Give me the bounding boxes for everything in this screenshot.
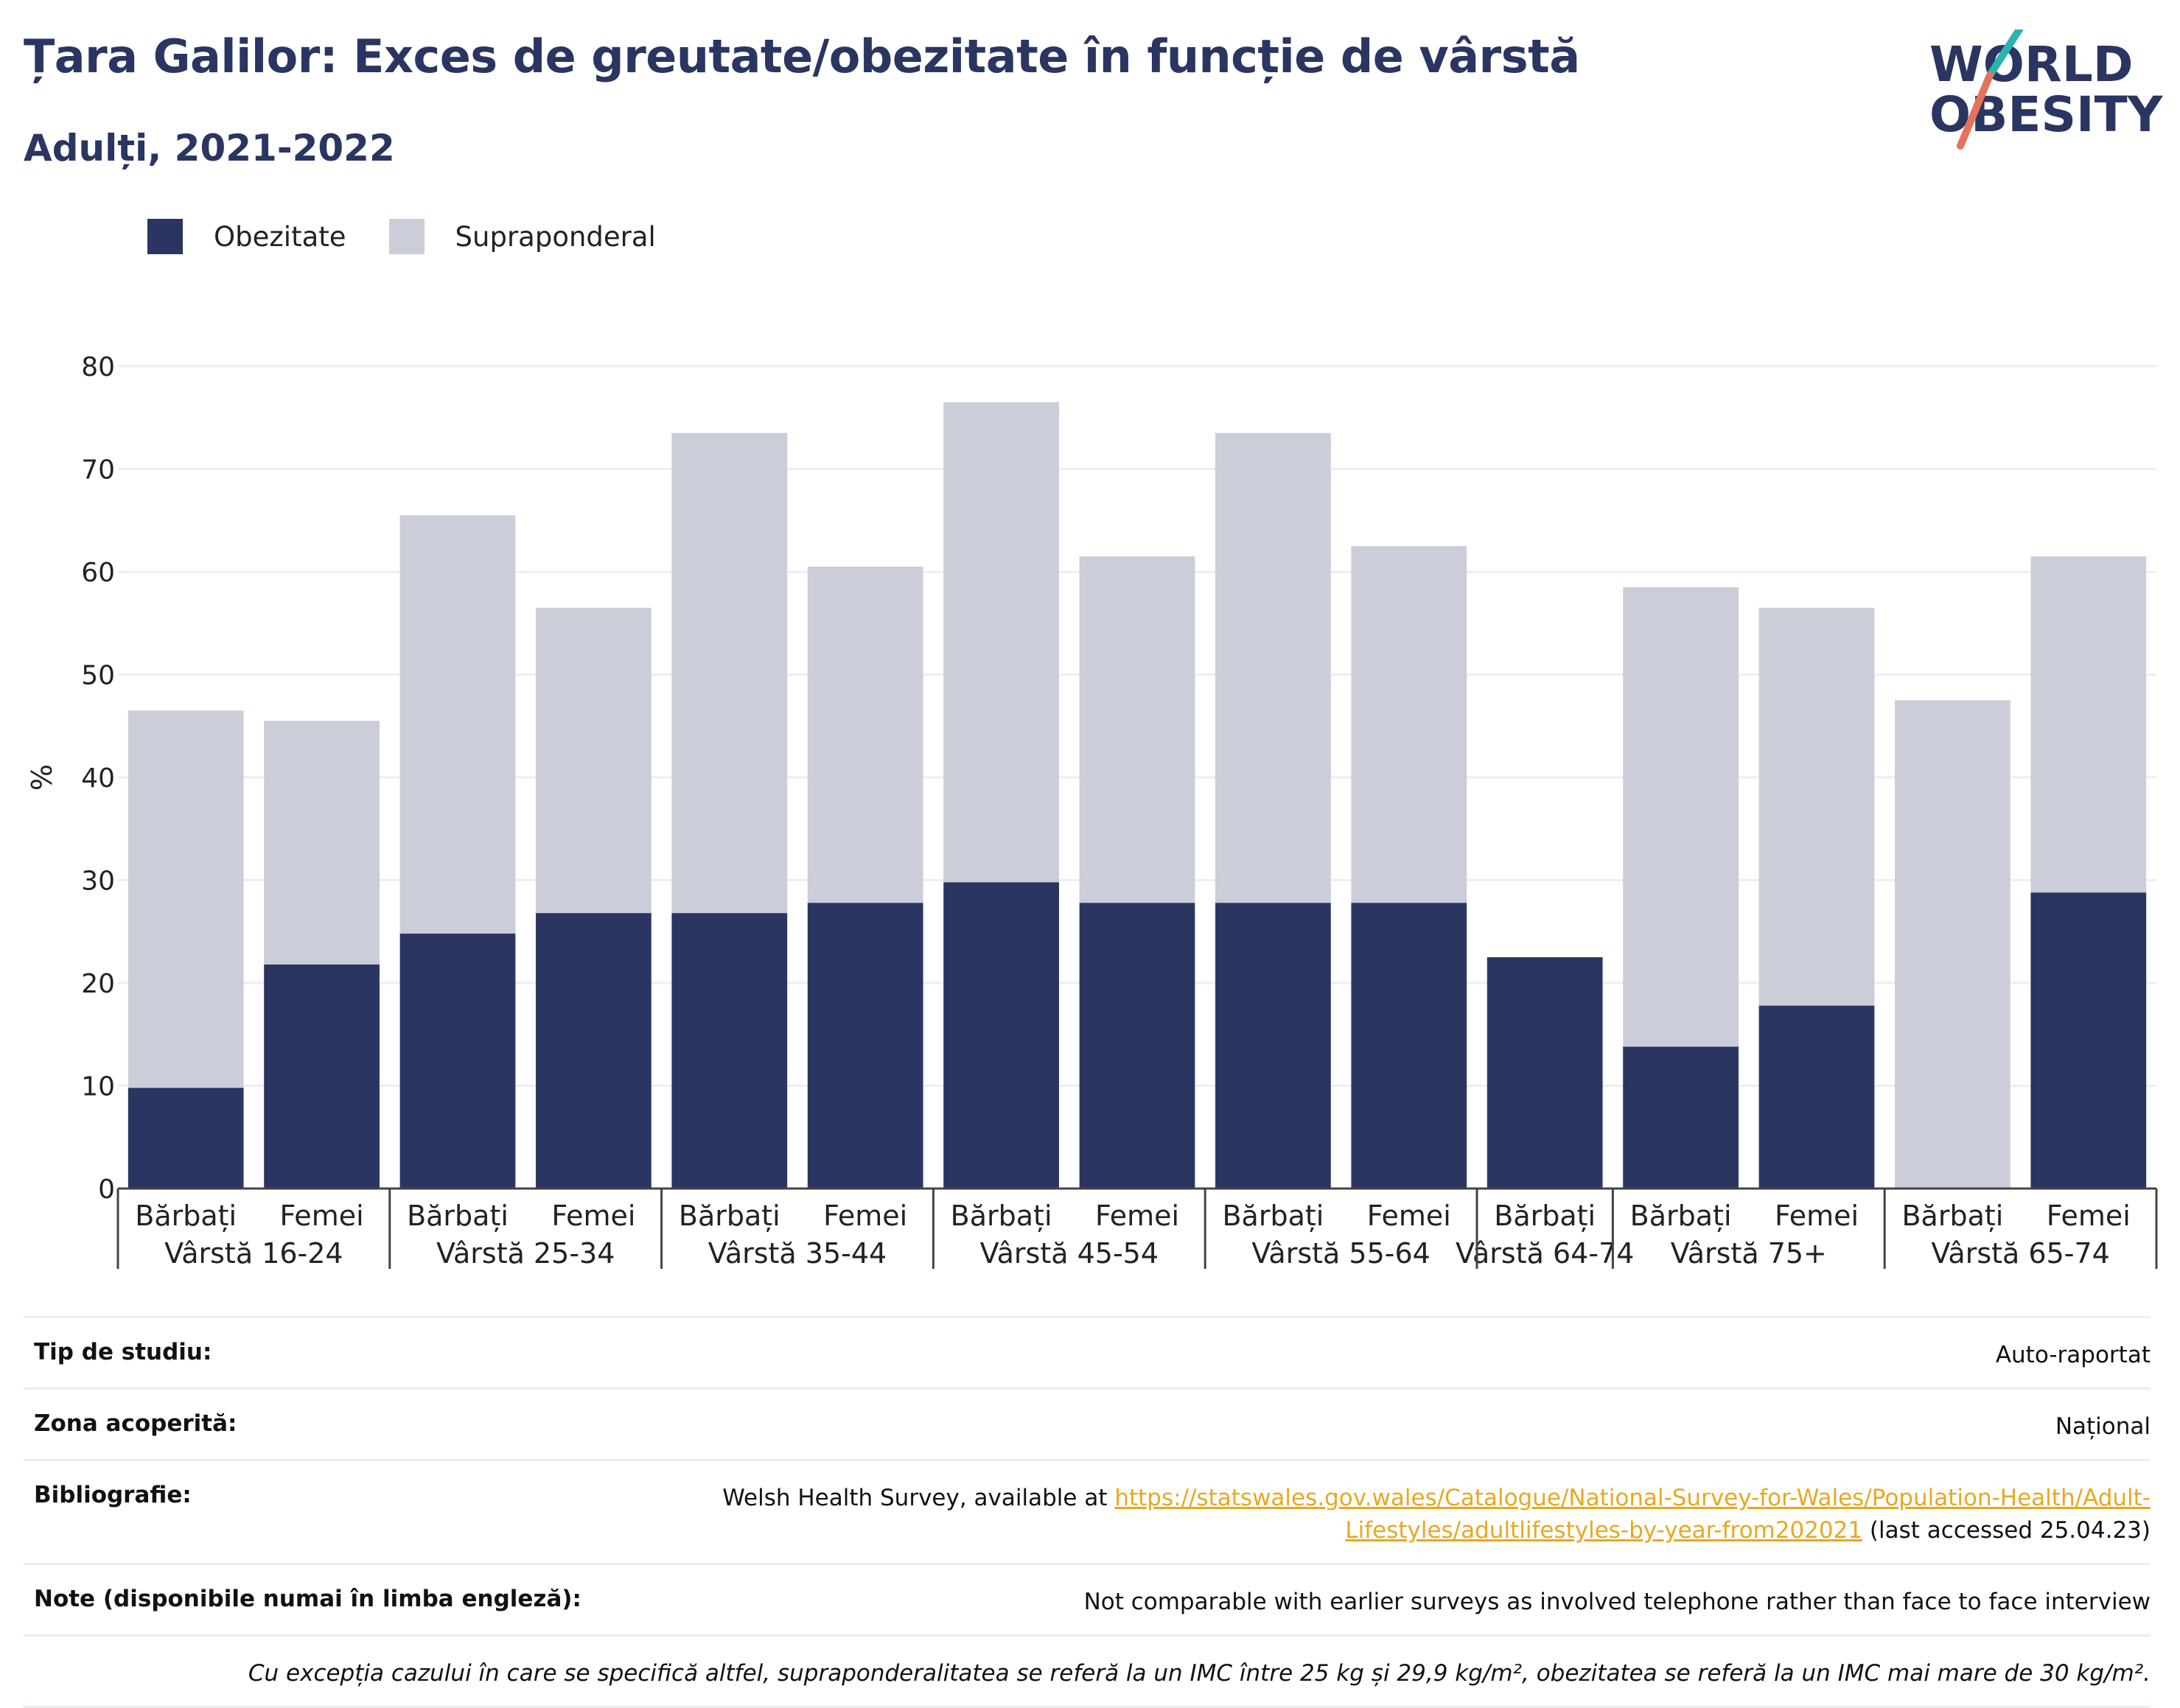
x-tick-label-7: Femei	[1095, 1200, 1179, 1232]
study-type-label: Tip de studiu:	[34, 1339, 212, 1365]
chart-title: Țara Galilor: Exces de greutate/obezitat…	[24, 29, 1580, 83]
info-row-study-type: Tip de studiu: Auto-raportat	[24, 1316, 2151, 1387]
bibliography-prefix: Welsh Health Survey, available at	[722, 1485, 1115, 1511]
legend-item-obesity[interactable]: Obezitate	[147, 219, 346, 254]
bar-overweight-3	[536, 607, 651, 914]
bar-obesity-3	[536, 913, 651, 1189]
x-tick-label-6: Bărbați	[951, 1200, 1052, 1232]
x-group-label-0: Vârstă 16-24	[164, 1237, 343, 1270]
x-tick-label-14: Femei	[2047, 1200, 2131, 1232]
info-row-footnote: Cu excepția cazului în care se specifică…	[24, 1634, 2151, 1708]
bar-obesity-5	[807, 903, 923, 1189]
y-tick-label-30: 30	[81, 867, 115, 897]
x-group-label-4: Vârstă 55-64	[1251, 1237, 1430, 1270]
legend-item-overweight[interactable]: Supraponderal	[388, 219, 656, 254]
stacked-bar-chart: 0 10 20 30 40 50 60 70 80% Bărbați Femei Vârstă 16-…	[26, 352, 2158, 1270]
y-tick-label-10: 10	[81, 1072, 115, 1102]
logo-slash-coral	[1957, 71, 1994, 150]
x-tick-label-1: Femei	[280, 1200, 364, 1232]
x-tick-label-4: Bărbați	[679, 1200, 780, 1232]
bibliography-link-part-1[interactable]: https://statswales.gov.wales/Catalogue/N…	[1114, 1485, 2151, 1511]
bar-obesity-12	[1758, 1005, 1875, 1189]
coverage-label: Zona acoperită:	[34, 1410, 237, 1437]
bibliography-value: Welsh Health Survey, available at https:…	[722, 1482, 2151, 1547]
bibliography-label: Bibliografie:	[34, 1482, 192, 1508]
y-tick-label-0: 0	[98, 1175, 115, 1205]
y-tick-label-40: 40	[81, 763, 115, 794]
study-info-table: Tip de studiu: Auto-raportat Zona acoper…	[24, 1316, 2151, 1708]
x-tick-label-8: Bărbați	[1222, 1200, 1324, 1232]
bar-obesity-11	[1623, 1046, 1739, 1189]
x-tick-label-2: Bărbați	[407, 1200, 509, 1232]
legend-label-overweight: Supraponderal	[455, 220, 656, 253]
y-tick-label-20: 20	[81, 969, 115, 999]
bar-obesity-0	[127, 1088, 244, 1189]
x-tick-label-5: Femei	[823, 1200, 907, 1232]
x-tick-label-11: Bărbați	[1630, 1200, 1732, 1232]
bar-obesity-8	[1215, 903, 1331, 1189]
x-group-label-3: Vârstă 45-54	[980, 1237, 1159, 1270]
study-type-value: Auto-raportat	[1995, 1342, 2151, 1368]
notes-value: Not comparable with earlier surveys as i…	[1083, 1589, 2151, 1615]
bar-obesity-6	[943, 882, 1059, 1189]
coverage-value: Național	[2055, 1413, 2151, 1440]
bar-overweight-5	[807, 567, 923, 903]
bibliography-link-part-2[interactable]: Lifestyles/adultlifestyles-by-year-from2…	[1345, 1517, 1863, 1544]
info-row-coverage: Zona acoperită: Național	[24, 1387, 2151, 1459]
info-row-bibliography: Bibliografie: Welsh Health Survey, avail…	[24, 1459, 2151, 1563]
bar-obesity-9	[1351, 903, 1467, 1189]
legend-swatch-obesity	[147, 219, 183, 254]
y-tick-label-60: 60	[81, 558, 115, 588]
bar-overweight-9	[1351, 546, 1467, 903]
x-tick-label-3: Femei	[551, 1200, 635, 1232]
x-tick-label-0: Bărbați	[135, 1200, 237, 1232]
bar-obesity-4	[671, 913, 788, 1189]
y-tick-label-70: 70	[81, 455, 115, 486]
x-tick-label-10: Bărbați	[1494, 1200, 1596, 1232]
bar-overweight-1	[264, 721, 380, 965]
bar-overweight-6	[943, 402, 1059, 883]
chart-legend: Obezitate Supraponderal	[147, 218, 699, 255]
x-group-label-2: Vârstă 35-44	[708, 1237, 887, 1270]
logo-slash-teal	[1986, 29, 2023, 79]
x-group-label-1: Vârstă 25-34	[436, 1237, 615, 1270]
legend-swatch-overweight	[388, 219, 425, 254]
bar-obesity-14	[2030, 892, 2147, 1189]
y-tick-label-50: 50	[81, 661, 115, 691]
bar-overweight-11	[1623, 587, 1739, 1047]
world-obesity-logo: WORLD OBESITY	[1929, 29, 2164, 150]
bar-overweight-12	[1758, 607, 1875, 1006]
bar-obesity-10	[1486, 957, 1603, 1189]
legend-label-obesity: Obezitate	[214, 220, 346, 253]
x-group-label-5: Vârstă 64-74	[1456, 1237, 1634, 1270]
x-tick-label-12: Femei	[1775, 1200, 1859, 1232]
y-tick-label-80: 80	[81, 352, 115, 382]
x-tick-label-9: Femei	[1367, 1200, 1451, 1232]
bar-overweight-0	[127, 710, 244, 1088]
bar-overweight-8	[1215, 433, 1331, 903]
bar-overweight-7	[1079, 556, 1195, 903]
bar-overweight-4	[671, 433, 788, 914]
logo-word-world: WORLD	[1929, 36, 2134, 93]
bar-overweight-13	[1895, 700, 2010, 1189]
x-group-label-6: Vârstă 75+	[1671, 1237, 1827, 1270]
notes-label: Note (disponibile numai în limba engleză…	[34, 1586, 581, 1612]
bar-obesity-2	[399, 934, 516, 1189]
bar-obesity-1	[264, 964, 380, 1189]
info-row-notes: Note (disponibile numai în limba engleză…	[24, 1563, 2151, 1634]
bibliography-suffix: (last accessed 25.04.23)	[1862, 1517, 2151, 1544]
bar-overweight-14	[2030, 556, 2147, 893]
bar-obesity-7	[1079, 903, 1195, 1189]
x-group-label-7: Vârstă 65-74	[1931, 1237, 2109, 1270]
bmi-footnote: Cu excepția cazului în care se specifică…	[248, 1660, 2151, 1687]
y-axis-label: %	[26, 764, 58, 791]
bar-overweight-2	[399, 515, 516, 934]
x-tick-label-13: Bărbați	[1901, 1200, 2003, 1232]
chart-subtitle: Adulți, 2021-2022	[24, 127, 395, 169]
